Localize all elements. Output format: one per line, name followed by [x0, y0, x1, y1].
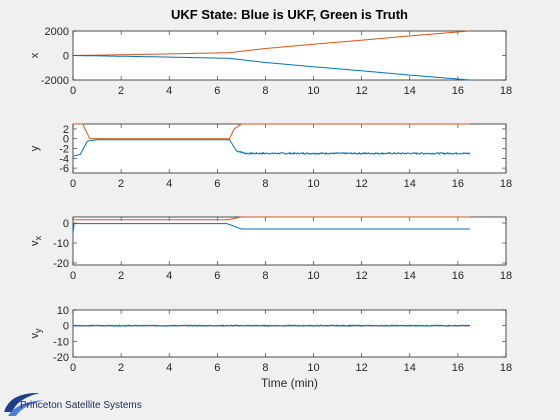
- x-tick-label: 6: [214, 85, 220, 97]
- x-tick-label: 0: [70, 85, 76, 97]
- x-tick-label: 16: [452, 178, 464, 190]
- y-tick-label: 0: [63, 134, 69, 146]
- y-tick-label: 2000: [45, 26, 69, 38]
- y-axis-label: y: [29, 145, 41, 151]
- x-tick-label: 4: [166, 270, 172, 282]
- x-tick-label: 8: [262, 85, 268, 97]
- x-tick-label: 6: [214, 178, 220, 190]
- x-tick-label: 6: [214, 362, 220, 374]
- x-tick-label: 0: [70, 270, 76, 282]
- y-axis-label: x: [29, 52, 41, 58]
- x-tick-label: 12: [356, 178, 368, 190]
- x-tick-label: 4: [166, 362, 172, 374]
- y-axis-label: vx: [29, 236, 43, 247]
- x-tick-label: 14: [404, 178, 416, 190]
- x-tick-label: 18: [500, 270, 512, 282]
- y-axis-label: vy: [29, 328, 43, 339]
- x-tick-label: 0: [70, 178, 76, 190]
- logo-swoosh: [4, 392, 40, 412]
- x-tick-label: 8: [262, 178, 268, 190]
- series-line-2: [72, 324, 471, 328]
- subplot-4: 0 2 4 6 8 10 12 14 16 18 10 0 -10 -20 vy Time (min): [29, 305, 512, 390]
- company-logo-icon: [4, 392, 44, 416]
- y-tick-label: 0: [63, 218, 69, 230]
- x-tick-label: 16: [452, 85, 464, 97]
- subplot-3: 0 2 4 6 8 10 12 14 16 18 0 -10 -20 vx: [29, 216, 512, 282]
- y-tick-label: -2: [59, 144, 69, 156]
- y-tick-label: -2000: [41, 75, 69, 87]
- y-tick-label: -20: [53, 352, 69, 364]
- x-tick-label: 8: [262, 362, 268, 374]
- x-axis-label: Time (min): [261, 376, 318, 390]
- x-tick-label: 14: [404, 362, 416, 374]
- company-logo-text: Princeton Satellite Systems: [20, 400, 142, 411]
- y-tick-label: 2: [63, 124, 69, 136]
- y-tick-label: 10: [57, 305, 69, 317]
- x-tick-label: 18: [500, 362, 512, 374]
- x-tick-label: 2: [118, 362, 124, 374]
- x-tick-label: 10: [307, 270, 319, 282]
- x-tick-label: 12: [356, 362, 368, 374]
- x-tick-label: 16: [452, 362, 464, 374]
- x-tick-label: 14: [404, 85, 416, 97]
- x-tick-label: 10: [307, 178, 319, 190]
- series-line-1: [73, 30, 470, 56]
- x-tick-label: 12: [356, 85, 368, 97]
- logo-swoosh-light: [8, 400, 44, 416]
- y-tick-label: -10: [53, 336, 69, 348]
- axes-box: [72, 216, 507, 266]
- series-line-1: [73, 123, 470, 140]
- series-line-2: [73, 55, 470, 81]
- x-tick-label: 2: [118, 85, 124, 97]
- x-tick-label: 12: [356, 270, 368, 282]
- x-tick-label: 8: [262, 270, 268, 282]
- y-tick-label: -20: [53, 258, 69, 270]
- series-line-2: [72, 139, 471, 157]
- y-tick-label: 0: [63, 321, 69, 333]
- x-tick-label: 4: [166, 85, 172, 97]
- x-tick-label: 14: [404, 270, 416, 282]
- axes-box: [72, 30, 507, 81]
- series-line-1: [73, 216, 470, 221]
- x-tick-label: 10: [307, 85, 319, 97]
- series-line-2: [72, 223, 470, 234]
- x-tick-label: 2: [118, 178, 124, 190]
- x-tick-label: 10: [307, 362, 319, 374]
- y-tick-label: -10: [53, 238, 69, 250]
- x-tick-label: 2: [118, 270, 124, 282]
- axes-box: [72, 309, 507, 358]
- x-tick-label: 0: [70, 362, 76, 374]
- x-tick-label: 16: [452, 270, 464, 282]
- y-tick-label: -6: [59, 163, 69, 175]
- x-tick-label: 6: [214, 270, 220, 282]
- y-tick-label: -4: [59, 153, 69, 165]
- x-tick-label: 18: [500, 85, 512, 97]
- axes-box: [72, 123, 507, 174]
- x-tick-label: 4: [166, 178, 172, 190]
- chart-title: UKF State: Blue is UKF, Green is Truth: [171, 7, 408, 22]
- y-tick-label: 0: [63, 51, 69, 63]
- x-tick-label: 18: [500, 178, 512, 190]
